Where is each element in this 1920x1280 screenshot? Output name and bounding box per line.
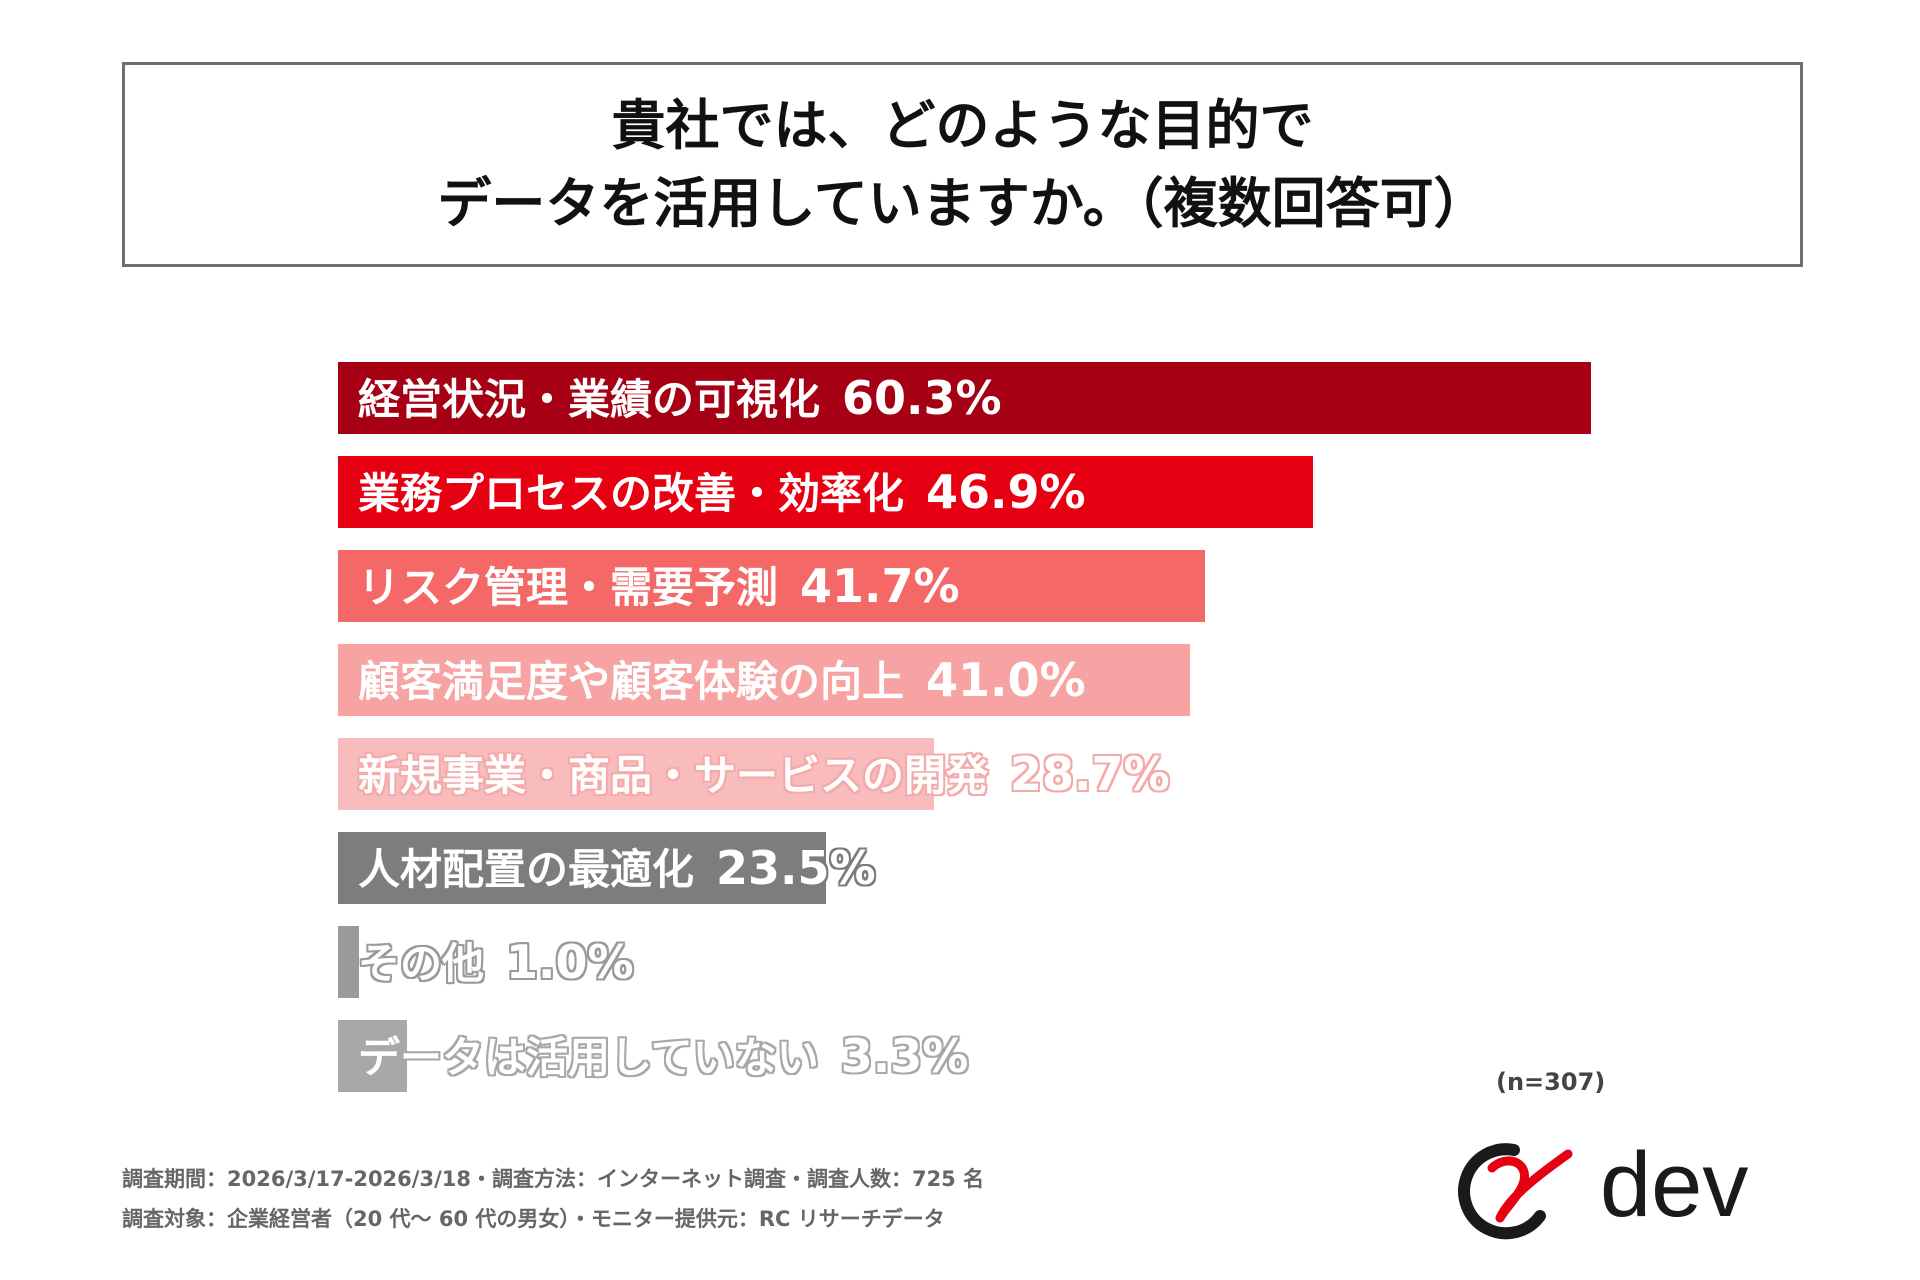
bar [338, 1020, 407, 1092]
bar [338, 362, 1591, 434]
chart-title-line-2: データを活用していますか。（複数回答可） [437, 171, 1488, 235]
bar [338, 926, 359, 998]
bar-category-label: リスク管理・需要予測 [358, 563, 779, 612]
bar-category-label: 人材配置の最適化 [358, 845, 695, 894]
dev-logo: dev [1440, 1130, 1820, 1240]
bar-value-label: 28.7% [1010, 747, 1170, 801]
bar-label: データは活用していない 3.3% [358, 1020, 968, 1092]
chart-title-box: 貴社では、どのような目的で データを活用していますか。（複数回答可） [122, 62, 1803, 267]
bar-label: 業務プロセスの改善・効率化 46.9% [358, 456, 1086, 528]
bar-value-label: 1.0% [506, 935, 634, 989]
bar-label: 新規事業・商品・サービスの開発 28.7% [358, 738, 1170, 810]
sample-size-label: (n=307) [1496, 1068, 1606, 1096]
bar-category-label: データは活用していない [358, 1033, 819, 1082]
bar-label: 経営状況・業績の可視化 60.3% [358, 362, 1002, 434]
bar-value-label: 3.3% [840, 1029, 969, 1083]
bar [338, 550, 1205, 622]
dev-logo-mark-icon: dev [1458, 1134, 1748, 1240]
bar-category-label: その他 [358, 939, 485, 988]
bar [338, 738, 934, 810]
bar-category-label: 新規事業・商品・サービスの開発 [358, 751, 989, 800]
bar-label: その他 1.0% [358, 926, 634, 998]
bar-label: 人材配置の最適化 23.5% [358, 832, 876, 904]
bar-label: 顧客満足度や顧客体験の向上 41.0% [358, 644, 1086, 716]
bar [338, 644, 1190, 716]
bar-value-label: 41.7% [800, 559, 960, 613]
bar-category-label: 経営状況・業績の可視化 [358, 375, 821, 424]
bar [338, 832, 826, 904]
bar-value-label: 60.3% [842, 371, 1002, 425]
bar-value-label: 46.9% [926, 465, 1086, 519]
survey-footnote-2: 調査対象：企業経営者（20 代～ 60 代の男女）・モニター提供元：RC リサー… [122, 1207, 945, 1231]
bar-category-label: 顧客満足度や顧客体験の向上 [358, 657, 905, 706]
bar-category-label: 業務プロセスの改善・効率化 [358, 469, 905, 518]
survey-footnote-1: 調査期間：2026/3/17-2026/3/18・調査方法：インターネット調査・… [122, 1167, 985, 1191]
bar-value-label: 41.0% [926, 653, 1086, 707]
bar-value-label: 23.5% [716, 841, 876, 895]
bar-label: リスク管理・需要予測 41.7% [358, 550, 960, 622]
chart-title-line-1: 貴社では、どのような目的で [611, 93, 1314, 157]
bar [338, 456, 1313, 528]
dev-logo-text: dev [1600, 1134, 1748, 1236]
